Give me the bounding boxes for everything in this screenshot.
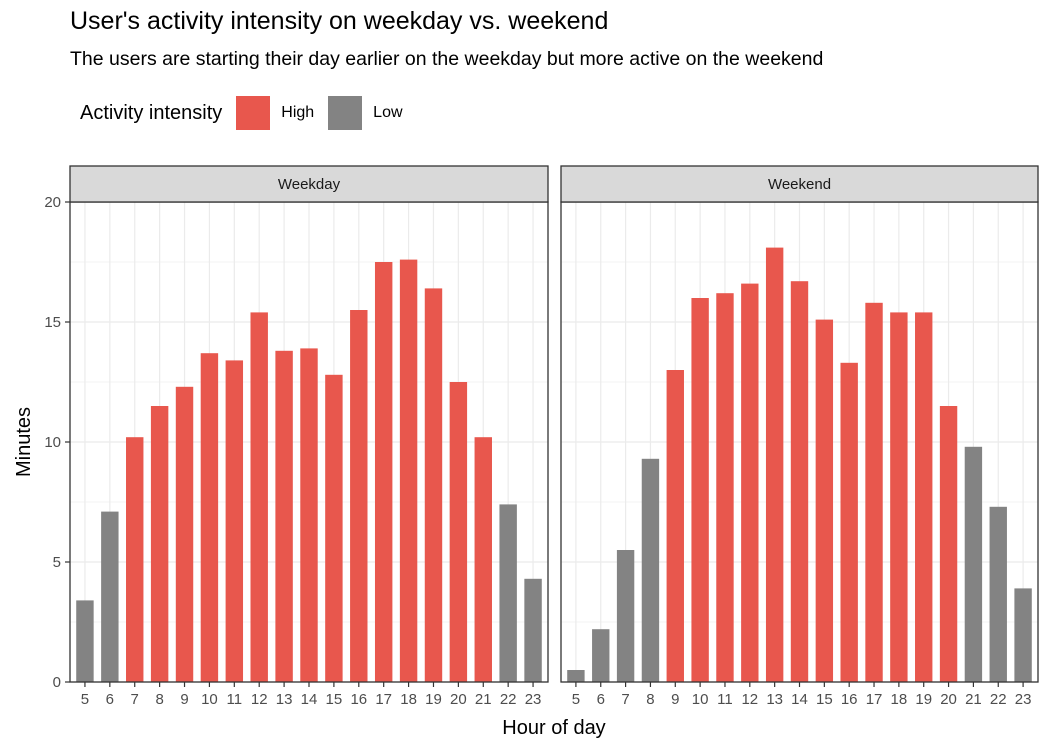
bar-weekend-21 (964, 446, 983, 682)
x-tick-label: 6 (106, 691, 114, 708)
facet-label-weekend: Weekend (768, 176, 831, 193)
bar-weekday-20 (449, 382, 468, 682)
x-tick-label: 23 (1015, 691, 1032, 708)
bar-weekday-5 (76, 600, 94, 682)
x-tick-label: 12 (741, 691, 758, 708)
bar-weekday-9 (175, 386, 194, 682)
x-tick-label: 18 (891, 691, 908, 708)
bar-weekend-16 (840, 362, 858, 682)
x-tick-label: 5 (81, 691, 89, 708)
x-tick-label: 16 (350, 691, 367, 708)
x-tick-label: 17 (375, 691, 392, 708)
facet-strip (560, 165, 1039, 203)
bar-weekend-19 (915, 312, 933, 682)
legend-key-high (236, 96, 271, 130)
x-tick-label: 19 (425, 691, 442, 708)
bar-weekday-19 (424, 288, 443, 682)
x-tick-label: 12 (251, 691, 268, 708)
x-tick-label: 20 (940, 691, 957, 708)
y-axis-title: Minutes (13, 407, 35, 477)
x-tick-label: 10 (201, 691, 218, 708)
bar-weekday-16 (350, 310, 368, 682)
x-tick-label: 7 (621, 691, 629, 708)
x-tick-label: 15 (816, 691, 833, 708)
bar-weekday-7 (126, 437, 144, 682)
bar-weekend-17 (865, 302, 883, 682)
bar-weekend-12 (741, 283, 759, 682)
x-tick-label: 13 (276, 691, 293, 708)
bar-weekend-5 (567, 670, 585, 682)
legend-item-high: High (236, 96, 316, 130)
bar-weekday-21 (474, 437, 492, 682)
bar-weekday-18 (399, 259, 418, 682)
legend-item-low: Low (328, 96, 403, 130)
x-tick-label: 15 (326, 691, 343, 708)
chart-title: User's activity intensity on weekday vs.… (70, 7, 609, 35)
x-tick-label: 13 (766, 691, 783, 708)
x-tick-label: 10 (692, 691, 709, 708)
y-tick-label: 5 (53, 554, 61, 571)
bar-weekend-6 (592, 629, 610, 682)
x-tick-label: 14 (791, 691, 808, 708)
x-tick-label: 21 (965, 691, 982, 708)
x-tick-label: 6 (597, 691, 605, 708)
legend-label-low: Low (373, 104, 403, 121)
bar-weekday-22 (499, 504, 517, 682)
y-tick-label: 20 (44, 194, 61, 211)
bar-weekend-18 (890, 312, 908, 682)
x-tick-label: 11 (227, 691, 243, 708)
x-tick-label: 22 (990, 691, 1007, 708)
bar-weekday-11 (225, 360, 244, 682)
x-tick-label: 21 (475, 691, 492, 708)
bar-weekend-8 (641, 458, 660, 682)
legend-title: Activity intensity (80, 101, 223, 124)
legend-key-low (328, 96, 363, 130)
bar-weekend-15 (815, 319, 834, 682)
x-axis-title: Hour of day (502, 717, 605, 739)
facet-strip (69, 165, 549, 203)
x-tick-label: 8 (646, 691, 654, 708)
x-tick-label: 8 (155, 691, 163, 708)
x-tick-label: 9 (180, 691, 188, 708)
x-tick-label: 20 (450, 691, 467, 708)
bar-weekend-23 (1014, 588, 1032, 682)
bar-weekday-23 (524, 578, 542, 682)
y-tick-label: 15 (44, 314, 61, 331)
bar-weekday-12 (250, 312, 268, 682)
bar-weekend-14 (790, 281, 809, 682)
legend-label-high: High (281, 104, 315, 121)
x-tick-label: 19 (915, 691, 932, 708)
bar-weekend-10 (691, 298, 709, 682)
x-tick-label: 11 (717, 691, 733, 708)
bar-weekend-9 (666, 370, 684, 682)
x-tick-label: 22 (500, 691, 517, 708)
y-tick-label: 0 (53, 674, 61, 691)
bar-weekday-13 (275, 350, 293, 682)
x-tick-label: 7 (131, 691, 139, 708)
x-tick-label: 18 (400, 691, 417, 708)
x-tick-label: 14 (301, 691, 318, 708)
bar-weekday-17 (374, 262, 393, 682)
x-tick-label: 16 (841, 691, 858, 708)
x-tick-label: 17 (866, 691, 883, 708)
x-tick-label: 9 (671, 691, 679, 708)
y-tick-label: 10 (44, 434, 61, 451)
bar-weekday-14 (300, 348, 318, 682)
bar-weekend-11 (716, 293, 734, 682)
bar-weekend-7 (616, 550, 635, 682)
x-tick-label: 23 (525, 691, 542, 708)
bar-weekday-8 (150, 406, 169, 682)
x-tick-label: 5 (572, 691, 580, 708)
bar-weekday-6 (101, 511, 119, 682)
bar-weekend-22 (989, 506, 1007, 682)
bar-weekend-13 (765, 247, 784, 682)
facet-label-weekday: Weekday (278, 176, 341, 193)
bar-weekday-10 (200, 353, 219, 682)
bar-weekend-20 (939, 406, 958, 682)
chart-subtitle: The users are starting their day earlier… (70, 48, 824, 70)
legend: Activity intensity High Low (80, 96, 415, 130)
bar-weekday-15 (325, 374, 343, 682)
